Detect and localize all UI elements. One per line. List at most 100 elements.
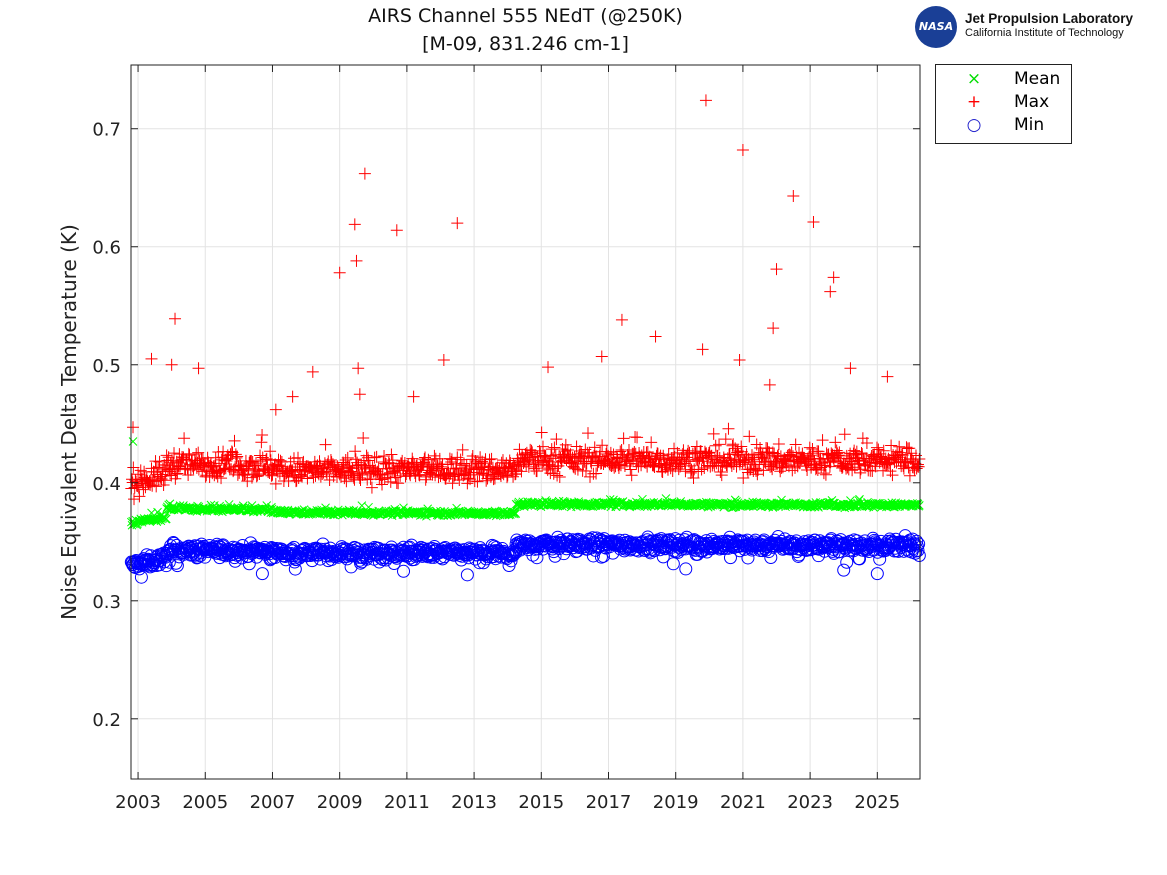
data-point-max — [725, 459, 738, 472]
data-point-max — [746, 453, 759, 466]
data-point-max — [631, 431, 644, 444]
data-point-max — [833, 446, 846, 459]
data-point-min — [134, 570, 148, 584]
data-point-min — [741, 551, 755, 565]
data-point-max — [352, 362, 365, 375]
data-point-max — [357, 432, 370, 445]
data-point-max — [911, 458, 924, 471]
x-tick-label: 2013 — [451, 792, 497, 813]
data-point-max — [160, 449, 173, 462]
data-point-max — [356, 468, 369, 481]
data-point-max — [582, 427, 595, 440]
data-point-max — [551, 469, 564, 482]
legend-item-max: + Max — [936, 92, 1071, 115]
data-point-max — [172, 459, 185, 472]
data-point-max — [713, 438, 726, 451]
data-point-max — [419, 473, 432, 486]
data-point-max — [745, 449, 758, 462]
data-point-max — [840, 449, 853, 462]
data-point-max — [192, 446, 205, 459]
data-point-max — [285, 465, 298, 478]
data-point-max — [207, 460, 220, 473]
data-point-max — [368, 451, 381, 464]
data-point-min — [837, 563, 851, 577]
data-point-max — [535, 426, 548, 439]
data-point-max — [787, 189, 800, 202]
data-point-max — [365, 481, 378, 494]
data-point-max — [386, 454, 399, 467]
data-point-max — [846, 464, 859, 477]
data-point-min — [910, 539, 924, 553]
data-point-max — [789, 438, 802, 451]
data-point-max — [830, 444, 843, 457]
data-point-max — [169, 312, 182, 325]
data-point-max — [153, 455, 166, 468]
data-point-max — [376, 478, 389, 491]
data-point-mean — [153, 507, 162, 517]
data-point-max — [301, 472, 314, 485]
data-point-max — [549, 462, 562, 475]
data-point-max — [736, 143, 749, 156]
data-point-max — [435, 460, 448, 473]
data-point-max — [362, 454, 375, 467]
data-point-max — [370, 450, 383, 463]
data-point-max — [371, 465, 384, 478]
data-point-max — [215, 472, 228, 485]
data-point-max — [394, 469, 407, 482]
data-point-max — [770, 263, 783, 276]
data-point-max — [881, 370, 894, 383]
x-tick-label: 2025 — [854, 792, 900, 813]
y-tick-label: 0.6 — [92, 238, 121, 259]
data-point-max — [156, 468, 169, 481]
data-point-max — [590, 467, 603, 480]
data-point-max — [542, 361, 555, 374]
data-point-max — [827, 271, 840, 284]
data-point-max — [880, 458, 893, 471]
data-point-max — [512, 460, 525, 473]
data-point-max — [536, 440, 549, 453]
data-point-max — [661, 463, 674, 476]
data-point-max — [743, 430, 756, 443]
data-point-max — [265, 469, 278, 482]
data-point-max — [280, 467, 293, 480]
chart-title: AIRS Channel 555 NEdT (@250K) [M-09, 831… — [131, 2, 920, 58]
data-point-max — [182, 469, 195, 482]
data-point-max — [319, 438, 332, 451]
data-point-max — [788, 461, 801, 474]
data-point-max — [730, 460, 743, 473]
data-point-max — [645, 436, 658, 449]
data-point-max — [896, 449, 909, 462]
data-point-max — [900, 441, 913, 454]
y-axis-label: Noise Equivalent Delta Temperature (K) — [57, 224, 81, 620]
data-point-max — [688, 446, 701, 459]
data-point-max — [127, 421, 140, 434]
jpl-logo: NASA Jet Propulsion Laboratory Californi… — [913, 4, 1163, 48]
data-point-max — [772, 449, 785, 462]
data-point-max — [515, 465, 528, 478]
data-point-max — [840, 462, 853, 475]
data-point-max — [760, 449, 773, 462]
data-point-max — [127, 461, 140, 474]
chart-title-line2: [M-09, 831.246 cm-1] — [422, 33, 629, 55]
data-point-mean — [357, 501, 367, 510]
data-point-mean — [511, 509, 521, 518]
data-point-max — [583, 446, 596, 459]
x-tick-label: 2009 — [317, 792, 363, 813]
data-point-mean — [509, 508, 519, 517]
data-point-max — [446, 477, 459, 490]
data-point-max — [378, 449, 391, 462]
data-point-max — [150, 461, 163, 474]
data-point-max — [674, 460, 687, 473]
data-point-max — [428, 449, 441, 462]
data-point-max — [269, 403, 282, 416]
data-point-max — [844, 362, 857, 375]
data-point-max — [458, 457, 471, 470]
data-point-max — [213, 457, 226, 470]
data-point-max — [763, 378, 776, 391]
data-point-max — [211, 470, 224, 483]
data-point-mean — [914, 500, 924, 510]
data-point-max — [757, 464, 770, 477]
data-point-max — [866, 465, 879, 478]
data-point-max — [699, 94, 712, 107]
data-point-max — [647, 458, 660, 471]
